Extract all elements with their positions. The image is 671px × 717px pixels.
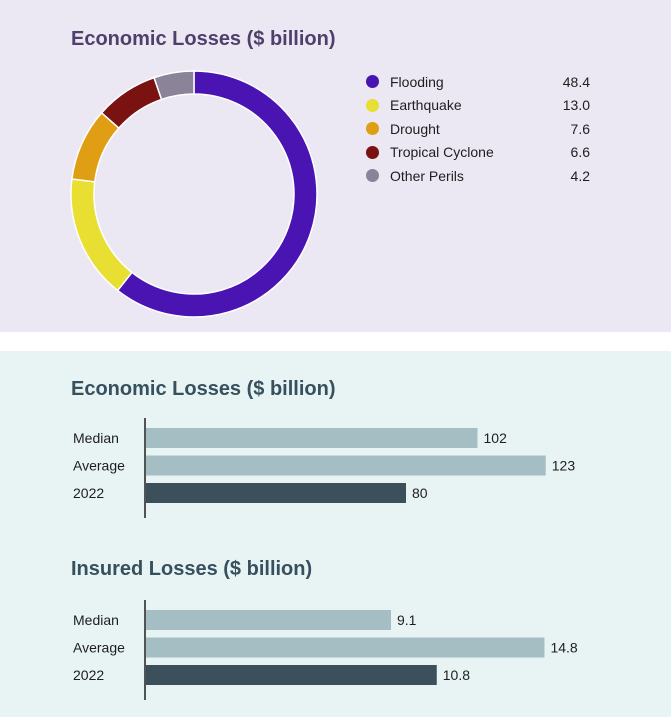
insured-category-median: Median: [73, 612, 119, 628]
insured-losses-title: Insured Losses ($ billion): [71, 558, 313, 580]
economic-category-2022: 2022: [73, 485, 104, 501]
insured-bar-average: [146, 637, 545, 658]
legend-item-drought: Drought 7.6: [366, 117, 590, 141]
legend-swatch: [366, 75, 379, 89]
insured-value-label-median: 9.1: [397, 612, 417, 628]
economic-bar-2022: [146, 483, 406, 503]
insured-losses-bar-chart: Median 9.1 Average 14.8 2022 10.8: [0, 600, 671, 700]
legend-value: 4.2: [570, 167, 590, 184]
legend-value: 6.6: [570, 144, 590, 161]
donut-chart-title: Economic Losses ($ billion): [71, 28, 336, 50]
legend-swatch: [366, 98, 379, 112]
economic-bar-median: [146, 428, 478, 448]
economic-category-median: Median: [73, 430, 119, 446]
legend-swatch: [366, 145, 379, 159]
legend-value: 7.6: [570, 120, 590, 137]
donut-slice-flooding: [116, 70, 318, 318]
legend-swatch: [366, 122, 379, 136]
legend-item-earthquake: Earthquake 13.0: [366, 94, 590, 118]
legend-value: 48.4: [562, 73, 590, 90]
economic-value-label-median: 102: [484, 430, 508, 446]
legend-swatch: [366, 169, 379, 183]
legend-value: 13.0: [562, 97, 590, 114]
economic-losses-bar-chart: Median 102 Average 123 2022 80: [0, 418, 671, 518]
legend-item-flooding: Flooding 48.4: [366, 70, 590, 94]
legend-label: Flooding: [390, 73, 444, 90]
legend-label: Earthquake: [390, 97, 462, 114]
insured-value-label-2022: 10.8: [443, 667, 470, 683]
legend-item-tropical-cyclone: Tropical Cyclone 6.6: [366, 141, 590, 165]
economic-losses-title: Economic Losses ($ billion): [71, 378, 336, 400]
insured-bar-median: [146, 610, 391, 630]
insured-bar-2022: [146, 665, 437, 685]
donut-legend: Flooding 48.4 Earthquake 13.0 Drought 7.6 Trop…: [366, 70, 590, 188]
economic-value-label-average: 123: [552, 458, 576, 474]
economic-value-label-2022: 80: [412, 485, 428, 501]
insured-category-2022: 2022: [73, 667, 104, 683]
donut-slice-earthquake: [70, 178, 134, 292]
economic-bar-average: [146, 455, 546, 476]
donut-slice-tropical-cyclone: [100, 76, 163, 130]
donut-slice-drought: [71, 111, 120, 183]
donut-slice-other-perils: [153, 70, 195, 101]
legend-label: Tropical Cyclone: [390, 144, 494, 161]
legend-label: Other Perils: [390, 167, 464, 184]
legend-label: Drought: [390, 120, 440, 137]
economic-category-average: Average: [73, 458, 125, 474]
insured-value-label-average: 14.8: [550, 640, 577, 656]
legend-item-other-perils: Other Perils 4.2: [366, 164, 590, 188]
insured-category-average: Average: [73, 640, 125, 656]
donut-chart: [70, 70, 318, 318]
